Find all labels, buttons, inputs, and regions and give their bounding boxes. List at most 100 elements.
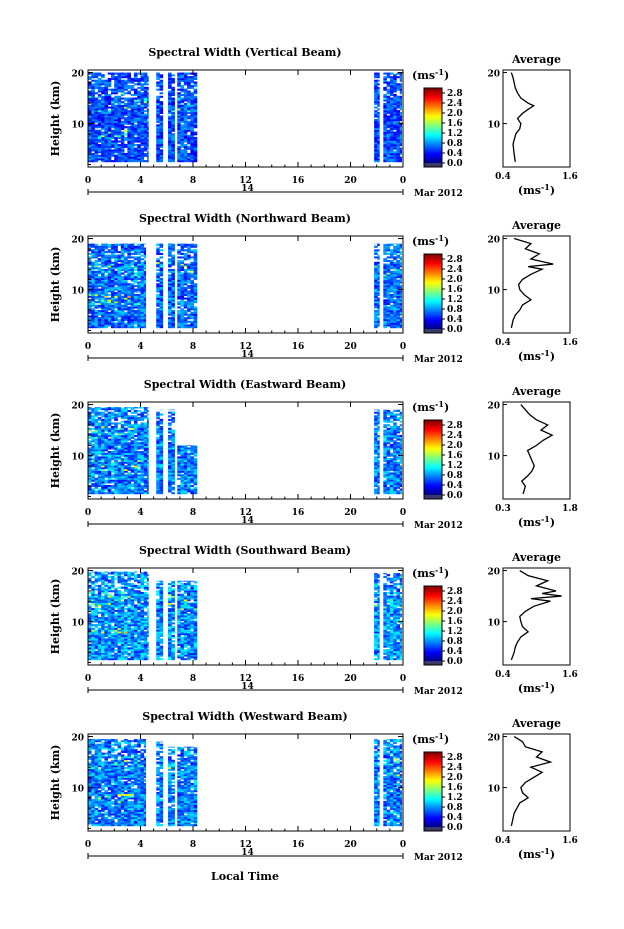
data-cell: [127, 431, 131, 434]
data-cell: [183, 99, 188, 102]
data-cell: [127, 86, 131, 89]
data-cell: [177, 270, 181, 273]
data-cell: [137, 111, 141, 114]
data-cell: [94, 111, 99, 114]
data-cell: [393, 415, 397, 418]
data-cell: [383, 97, 387, 100]
data-cell: [97, 326, 102, 329]
data-cell: [97, 276, 102, 279]
data-cell: [187, 297, 191, 300]
data-cell: [393, 452, 397, 455]
data-cell: [147, 479, 149, 482]
data-cell: [171, 283, 175, 286]
data-cell: [120, 113, 125, 116]
data-cell: [143, 267, 147, 270]
data-cell: [177, 288, 181, 291]
data-cell: [399, 108, 402, 111]
data-cell: [386, 490, 391, 493]
data-cell: [171, 88, 175, 91]
data-cell: [389, 420, 394, 423]
data-cell: [159, 445, 164, 448]
data-cell: [393, 293, 397, 297]
data-cell: [377, 461, 380, 464]
data-cell: [124, 467, 128, 470]
data-cell: [140, 136, 145, 139]
data-cell: [127, 144, 131, 147]
data-cell: [124, 470, 128, 473]
data-cell: [393, 445, 397, 448]
data-cell: [386, 474, 391, 477]
data-cell: [396, 270, 401, 273]
data-cell: [133, 490, 138, 493]
colorbar-segment: [424, 155, 442, 158]
data-cell: [107, 251, 112, 254]
data-cell: [399, 474, 402, 477]
data-cell: [104, 117, 108, 120]
data-cell: [133, 488, 138, 491]
average-profile-line: [510, 237, 554, 329]
data-cell: [383, 424, 387, 427]
data-cell: [168, 422, 172, 425]
data-cell: [88, 461, 92, 464]
data-cell: [130, 295, 135, 298]
data-cell: [107, 476, 112, 479]
data-cell: [159, 285, 164, 288]
data-cell: [147, 420, 149, 423]
data-cell: [383, 479, 387, 482]
data-cell: [110, 277, 115, 280]
data-cell: [193, 288, 198, 291]
data-cell: [383, 144, 387, 147]
data-cell: [104, 124, 108, 127]
colorbar-segment: [424, 161, 442, 164]
data-cell: [130, 292, 135, 295]
data-cell: [396, 147, 401, 150]
data-cell: [171, 458, 175, 461]
data-cell: [377, 90, 380, 93]
data-cell: [120, 431, 125, 434]
data-cell: [110, 152, 115, 156]
data-cell: [117, 136, 122, 139]
data-cell: [137, 451, 141, 454]
data-cell: [114, 135, 118, 138]
data-cell: [156, 308, 160, 311]
data-cell: [137, 152, 141, 156]
data-cell: [130, 135, 135, 138]
data-cell: [183, 290, 188, 293]
data-cell: [399, 119, 402, 122]
data-cell: [156, 415, 160, 418]
data-cell: [159, 315, 164, 318]
data-cell: [187, 324, 191, 327]
data-cell: [140, 326, 145, 329]
data-cell: [377, 124, 380, 127]
data-cell: [156, 463, 160, 466]
data-cell: [396, 326, 401, 329]
data-cell: [374, 251, 378, 254]
data-cell: [389, 427, 394, 430]
data-cell: [133, 425, 138, 429]
data-cell: [193, 445, 198, 448]
data-cell: [183, 465, 188, 468]
data-cell: [156, 154, 160, 157]
data-cell: [127, 447, 131, 450]
data-cell: [190, 251, 194, 254]
data-cell: [168, 472, 172, 475]
data-cell: [187, 77, 191, 80]
data-cell: [137, 256, 141, 259]
data-cell: [389, 83, 394, 86]
data-cell: [389, 413, 394, 416]
data-cell: [124, 411, 128, 414]
data-cell: [396, 429, 401, 432]
data-cell: [190, 449, 194, 452]
data-cell: [399, 459, 402, 463]
data-cell: [156, 145, 160, 148]
data-cell: [399, 142, 402, 145]
data-cell: [386, 145, 391, 148]
data-cell: [104, 119, 108, 122]
data-cell: [156, 436, 160, 439]
data-cell: [140, 474, 145, 477]
colorbar-frame: [423, 253, 443, 334]
data-cell: [114, 486, 118, 489]
data-cell: [156, 104, 160, 107]
data-cell: [374, 465, 378, 468]
x-tick-label: 4: [137, 508, 143, 518]
